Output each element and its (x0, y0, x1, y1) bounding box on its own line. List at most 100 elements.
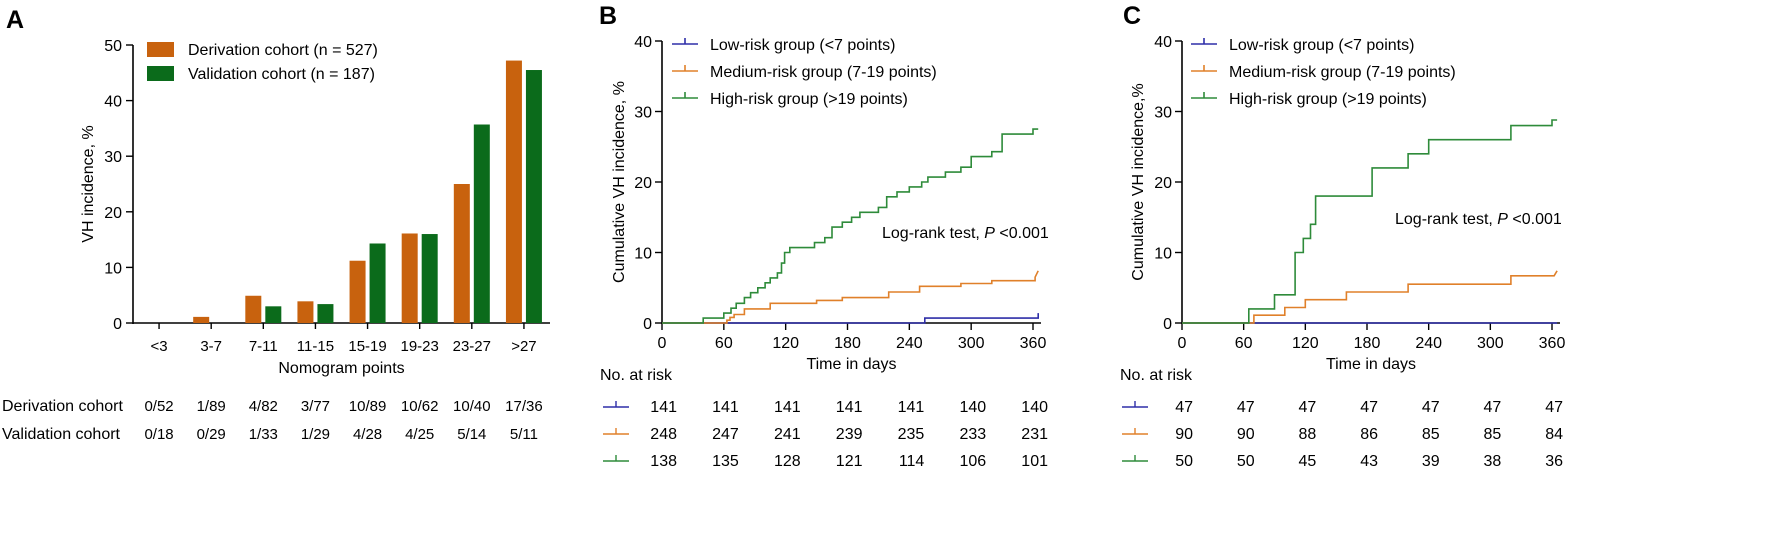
risk-count: 36 (1545, 453, 1563, 470)
table-cell: 0/52 (144, 398, 173, 415)
risk-count: 45 (1299, 453, 1317, 470)
legend-label: High-risk group (>19 points) (1229, 91, 1427, 108)
y-axis-title: Cumulative VH incidence,% (1130, 83, 1147, 280)
y-tick-label: 10 (634, 246, 652, 263)
panel-b: B 0 10 20 30 40 0 60 120 180 240 300 360 Time in days… (599, 2, 1049, 470)
risk-count: 47 (1422, 399, 1440, 416)
risk-count: 141 (898, 399, 925, 416)
risk-count: 85 (1484, 426, 1502, 443)
curve-high-risk (662, 128, 1039, 324)
table-cell: 4/82 (249, 398, 278, 415)
bar-derivation (349, 260, 366, 323)
bar-derivation (401, 233, 418, 323)
table-cell: 0/29 (197, 426, 226, 443)
legend-label: Low-risk group (<7 points) (710, 37, 895, 54)
logrank-annotation: Log-rank test, P <0.001 (882, 225, 1049, 242)
risk-count: 114 (899, 453, 925, 470)
x-tick-label: 240 (1415, 335, 1442, 352)
bar-validation (473, 124, 490, 324)
risk-count: 106 (959, 453, 986, 470)
table-cell: 10/62 (401, 398, 439, 415)
legend-label: Validation cohort (n = 187) (188, 66, 375, 83)
risk-count: 47 (1360, 399, 1378, 416)
logrank-p: P (1497, 211, 1508, 228)
panel-label-a: A (6, 6, 24, 34)
risk-count: 141 (774, 399, 801, 416)
bar-validation (317, 304, 334, 323)
logrank-value: <0.001 (1508, 211, 1562, 228)
logrank-annotation: Log-rank test, P <0.001 (1395, 211, 1562, 228)
risk-count: 141 (650, 399, 677, 416)
bar-derivation (505, 60, 522, 324)
x-tick-label: >27 (511, 338, 536, 355)
curve-high-risk (1182, 119, 1558, 324)
y-tick-label: 0 (113, 316, 122, 333)
x-tick-label: 180 (834, 335, 861, 352)
legend-label: Medium-risk group (7-19 points) (710, 64, 937, 81)
risk-table-title: No. at risk (1120, 367, 1193, 384)
table-cell: 17/36 (505, 398, 543, 415)
x-tick-label: 0 (1178, 335, 1187, 352)
y-tick-label: 0 (643, 316, 652, 333)
x-axis-title: Nomogram points (278, 360, 404, 377)
risk-count: 38 (1484, 453, 1502, 470)
legend-label: High-risk group (>19 points) (710, 91, 908, 108)
x-tick-label: 300 (1477, 335, 1504, 352)
y-tick-label: 20 (634, 175, 652, 192)
logrank-text: Log-rank test, (882, 225, 984, 242)
risk-count: 88 (1299, 426, 1317, 443)
x-tick-label: 360 (1020, 335, 1047, 352)
table-cell: 0/18 (144, 426, 173, 443)
risk-count: 101 (1021, 453, 1048, 470)
y-tick-label: 20 (104, 205, 122, 222)
x-axis-title: Time in days (1326, 356, 1416, 373)
risk-count: 141 (836, 399, 863, 416)
risk-count: 47 (1237, 399, 1255, 416)
y-tick-label: 30 (104, 149, 122, 166)
risk-count: 85 (1422, 426, 1440, 443)
legend-label: Low-risk group (<7 points) (1229, 37, 1414, 54)
risk-count: 248 (650, 426, 677, 443)
x-tick-label: 19-23 (401, 338, 439, 355)
risk-count: 90 (1175, 426, 1193, 443)
curve-low-risk (662, 313, 1039, 324)
legend-swatch-validation (147, 66, 174, 81)
risk-count: 84 (1545, 426, 1563, 443)
y-tick-label: 20 (1154, 175, 1172, 192)
risk-count: 128 (774, 453, 801, 470)
panel-label-b: B (599, 2, 617, 30)
table-cell: 1/29 (301, 426, 330, 443)
bar-validation (265, 306, 282, 323)
y-tick-label: 40 (634, 34, 652, 51)
y-axis-title: VH incidence, % (80, 125, 97, 242)
risk-count: 39 (1422, 453, 1440, 470)
x-tick-label: 23-27 (453, 338, 491, 355)
x-tick-label: 240 (896, 335, 923, 352)
x-tick-label: 11-15 (297, 338, 334, 355)
risk-count: 247 (712, 426, 739, 443)
x-tick-label: 3-7 (200, 338, 222, 355)
table-row-label: Derivation cohort (2, 398, 124, 415)
y-tick-label: 50 (104, 38, 122, 55)
y-tick-label: 10 (1154, 246, 1172, 263)
table-cell: 1/89 (197, 398, 226, 415)
x-tick-label: 360 (1539, 335, 1566, 352)
risk-count: 233 (959, 426, 986, 443)
y-tick-label: 30 (634, 105, 652, 122)
logrank-text: Log-rank test, (1395, 211, 1497, 228)
curve-medium-risk (662, 270, 1039, 324)
panel-label-c: C (1123, 2, 1141, 30)
risk-count: 50 (1237, 453, 1255, 470)
table-cell: 3/77 (301, 398, 330, 415)
risk-count: 141 (712, 399, 739, 416)
bar-derivation (297, 301, 314, 323)
risk-count: 135 (712, 453, 739, 470)
x-tick-label: 120 (772, 335, 799, 352)
table-cell: 10/89 (349, 398, 387, 415)
risk-count: 140 (1021, 399, 1048, 416)
x-tick-label: 180 (1354, 335, 1381, 352)
table-cell: 1/33 (249, 426, 278, 443)
risk-count: 86 (1360, 426, 1378, 443)
risk-count: 90 (1237, 426, 1255, 443)
